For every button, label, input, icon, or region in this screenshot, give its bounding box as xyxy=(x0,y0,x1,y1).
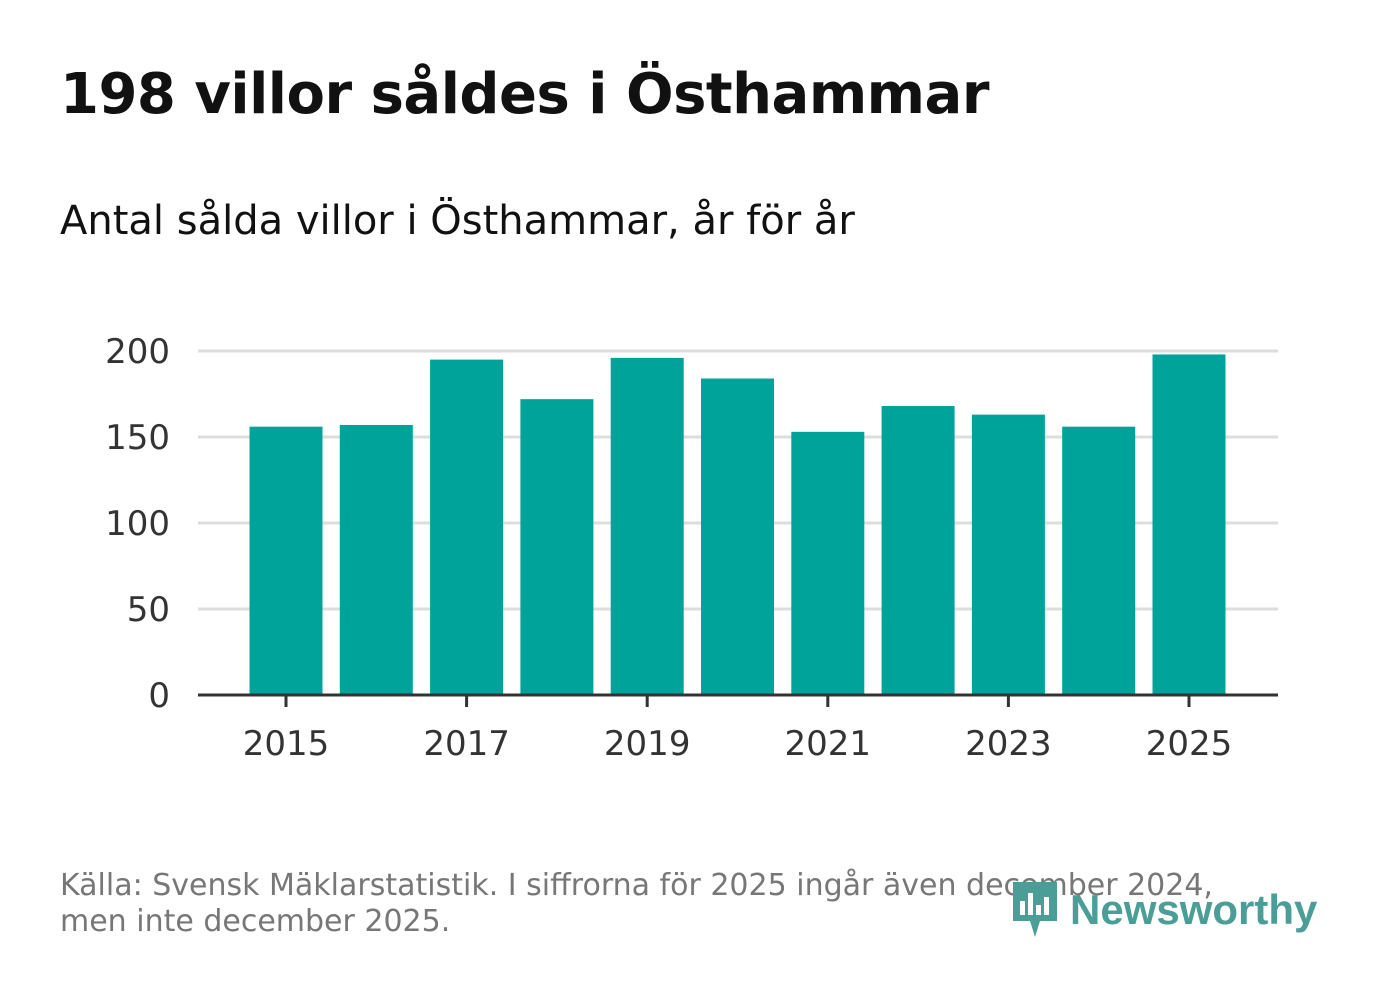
y-tick-label-0: 0 xyxy=(148,676,170,716)
x-tick-label-2019: 2019 xyxy=(604,724,691,764)
x-tick-label-2021: 2021 xyxy=(785,724,872,764)
bar-2023 xyxy=(971,414,1045,695)
bar-2017 xyxy=(430,359,504,695)
bar-2018 xyxy=(520,399,594,695)
chart-title: 198 villor såldes i Östhammar xyxy=(60,62,989,127)
y-axis-labels: 0 50 100 150 200 xyxy=(105,332,170,716)
x-tick-label-2025: 2025 xyxy=(1146,724,1233,764)
newsworthy-logo-text: Newsworthy xyxy=(1070,886,1318,933)
bar-2021 xyxy=(791,431,865,695)
newsworthy-logo-icon xyxy=(1013,882,1057,937)
bar-2020 xyxy=(701,378,774,695)
x-axis xyxy=(198,693,1278,707)
bar-2019 xyxy=(610,357,684,695)
bars xyxy=(249,354,1226,695)
bar-2025 xyxy=(1152,354,1226,695)
bar-2024 xyxy=(1062,426,1136,695)
y-tick-label-150: 150 xyxy=(105,418,170,458)
bar-chart: 0 50 100 150 200 2015 2017 2019 2021 2023 2025 xyxy=(105,332,1278,764)
source-line-2: men inte december 2025. xyxy=(60,904,451,939)
y-tick-label-100: 100 xyxy=(105,504,170,544)
y-tick-label-50: 50 xyxy=(127,590,170,630)
x-tick-label-2023: 2023 xyxy=(965,724,1052,764)
x-axis-labels: 2015 2017 2019 2021 2023 2025 xyxy=(243,724,1233,764)
x-tick-label-2015: 2015 xyxy=(243,724,330,764)
y-tick-label-200: 200 xyxy=(105,332,170,372)
chart-subtitle: Antal sålda villor i Östhammar, år för å… xyxy=(60,198,855,244)
bar-2015 xyxy=(249,426,323,695)
bar-2016 xyxy=(339,424,413,695)
x-tick-label-2017: 2017 xyxy=(423,724,510,764)
bar-2022 xyxy=(881,406,955,695)
newsworthy-logo: Newsworthy xyxy=(1010,878,1317,942)
